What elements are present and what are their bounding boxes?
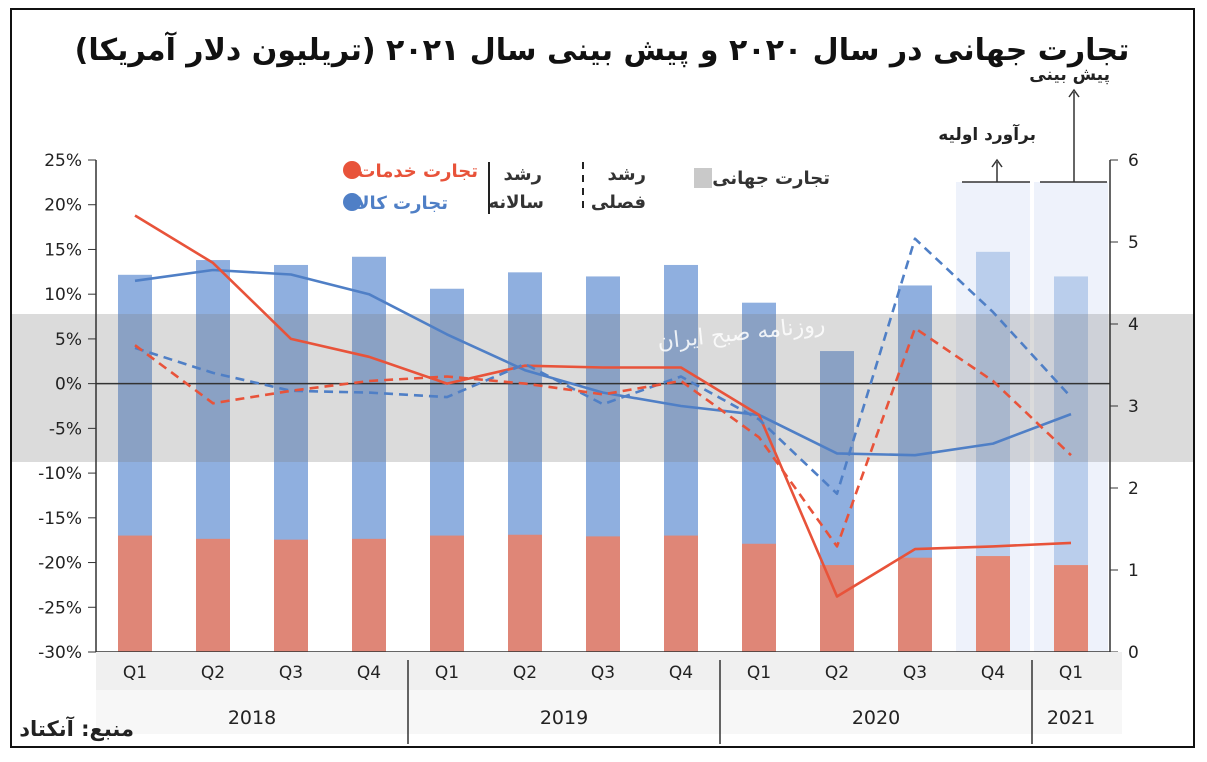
services-bar — [196, 538, 230, 652]
services-bar — [508, 534, 542, 652]
legend: تجارت جهانی رشد فصلی رشد سالانه تجارت خد… — [343, 161, 830, 214]
year-label: 2019 — [540, 707, 588, 729]
left-tick-label: 0% — [55, 375, 82, 395]
right-tick-label: 6 — [1128, 151, 1139, 171]
year-label: 2020 — [852, 707, 900, 729]
line-series-2 — [134, 237, 1072, 495]
legend-services-dot — [343, 161, 361, 179]
left-tick-label: -15% — [38, 509, 82, 529]
legend-goods-dot — [343, 193, 361, 211]
legend-quarterly-label-1: رشد — [608, 164, 646, 185]
annotations: برآورد اولیه پیش بینی — [938, 65, 1110, 183]
left-tick-label: -30% — [38, 643, 82, 663]
left-tick-label: -25% — [38, 598, 82, 618]
legend-world-trade-swatch — [694, 168, 712, 188]
estimate-annotation: برآورد اولیه — [938, 123, 1036, 145]
left-tick-label: 15% — [44, 240, 82, 260]
services-bar — [352, 538, 386, 652]
left-tick-label: -10% — [38, 464, 82, 484]
legend-annual-label-1: رشد — [504, 164, 542, 185]
category-label: Q4 — [357, 663, 381, 683]
services-bar — [898, 557, 932, 652]
category-label: Q3 — [591, 663, 615, 683]
services-bar — [274, 539, 308, 652]
services-bar — [430, 535, 464, 652]
left-tick-label: 25% — [44, 151, 82, 171]
category-strip — [96, 652, 1122, 690]
year-strip — [96, 690, 1122, 734]
category-label: Q3 — [279, 663, 303, 683]
right-tick-label: 3 — [1128, 397, 1139, 417]
right-tick-label: 4 — [1128, 315, 1139, 335]
services-bar — [742, 543, 776, 652]
chart-frame: تجارت جهانی در سال ۲۰۲۰ و پیش بینی سال ۲… — [10, 8, 1195, 748]
line-series-1 — [134, 214, 1072, 598]
legend-goods-label: تجارت کالا — [356, 193, 448, 214]
legend-services-label: تجارت خدمات — [357, 161, 478, 182]
category-label: Q1 — [1059, 663, 1083, 683]
category-label: Q2 — [513, 663, 537, 683]
services-bar — [1054, 565, 1088, 652]
year-label: 2018 — [228, 707, 276, 729]
left-tick-label: 5% — [55, 330, 82, 350]
right-tick-label: 1 — [1128, 561, 1139, 581]
left-tick-label: -20% — [38, 554, 82, 574]
right-tick-label: 2 — [1128, 479, 1139, 499]
category-label: Q1 — [747, 663, 771, 683]
services-bar — [586, 536, 620, 652]
legend-annual-label-2: سالانه — [488, 192, 544, 213]
legend-quarterly-label-2: فصلی — [591, 192, 646, 213]
chart-title: تجارت جهانی در سال ۲۰۲۰ و پیش بینی سال ۲… — [75, 31, 1130, 68]
estimate-arrow-head — [991, 158, 1003, 168]
services-bar — [820, 565, 854, 652]
category-label: Q3 — [903, 663, 927, 683]
chart-svg: تجارت جهانی در سال ۲۰۲۰ و پیش بینی سال ۲… — [12, 31, 1193, 744]
category-label: Q4 — [669, 663, 693, 683]
category-label: Q1 — [123, 663, 147, 683]
category-label: Q2 — [201, 663, 225, 683]
right-tick-label: 0 — [1128, 643, 1139, 663]
left-tick-label: 10% — [44, 285, 82, 305]
forecast-annotation: پیش بینی — [1029, 65, 1110, 85]
left-tick-label: 20% — [44, 196, 82, 216]
plot-area: روزنامه صبح ایران25%20%15%10%5%0%-5%-10%… — [12, 151, 1193, 744]
left-tick-label: -5% — [49, 419, 82, 439]
category-label: Q2 — [825, 663, 849, 683]
legend-world-trade-label: تجارت جهانی — [712, 168, 830, 189]
forecast-arrow-head — [1068, 88, 1080, 98]
category-label: Q1 — [435, 663, 459, 683]
services-bar — [118, 535, 152, 652]
right-tick-label: 5 — [1128, 233, 1139, 253]
line-series-0 — [134, 268, 1072, 457]
year-label: 2021 — [1047, 707, 1095, 729]
services-bar — [664, 535, 698, 652]
source-note: منبع: آنکتاد — [19, 716, 134, 741]
category-label: Q4 — [981, 663, 1005, 683]
watermark-band — [12, 314, 1193, 462]
services-bar — [976, 556, 1010, 652]
